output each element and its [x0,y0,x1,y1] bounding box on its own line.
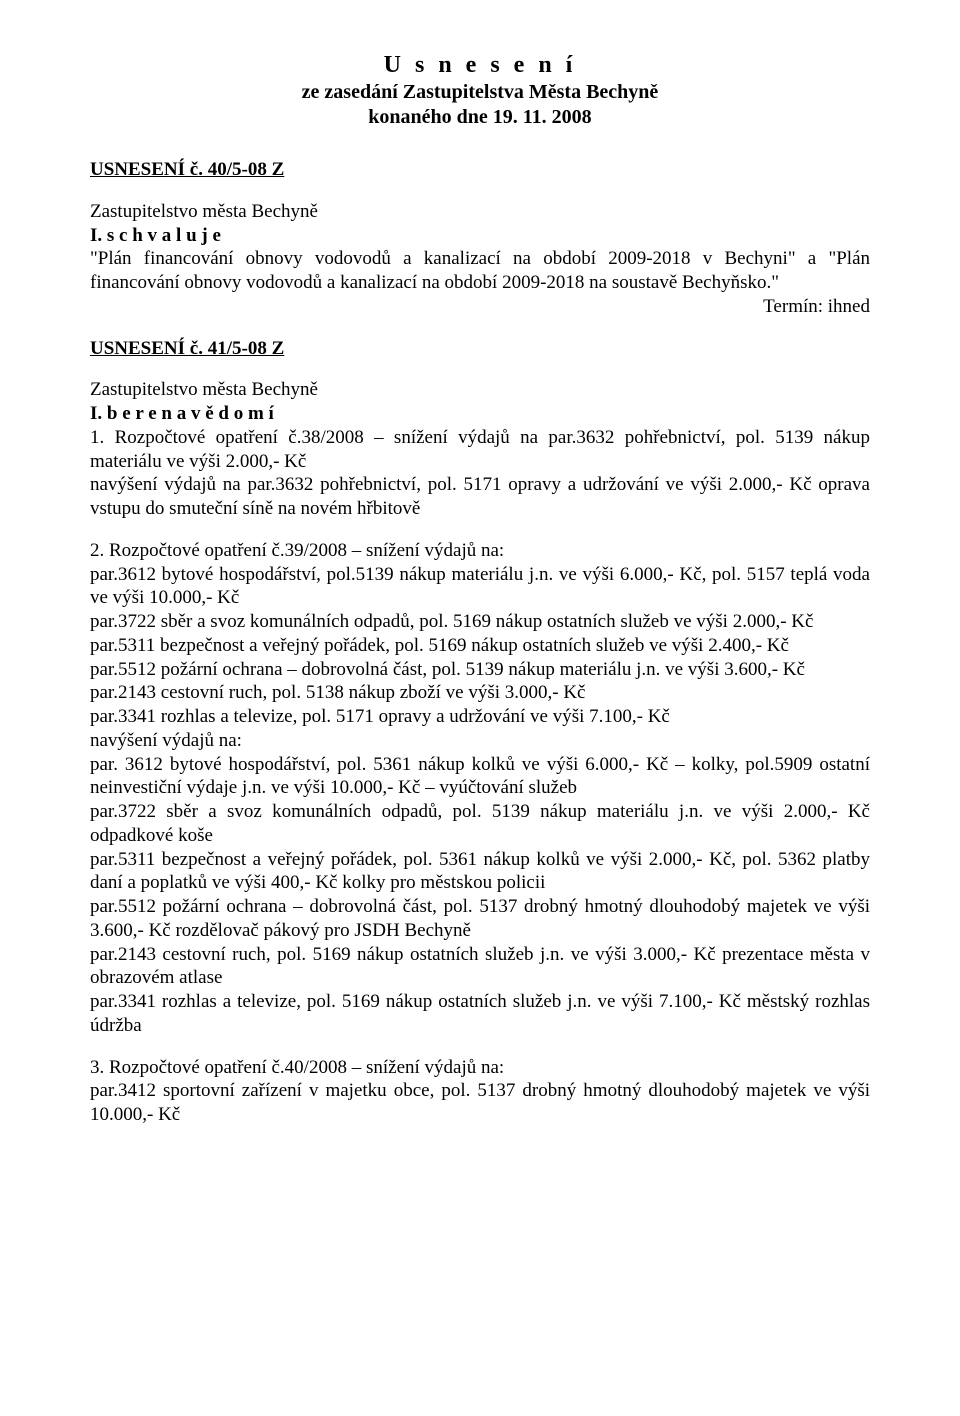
resolution-41-item2i: par. 3612 bytové hospodářství, pol. 5361… [90,753,870,801]
resolution-41-item2f: par.2143 cestovní ruch, pol. 5138 nákup … [90,681,870,705]
resolution-41-item2k: par.5311 bezpečnost a veřejný pořádek, p… [90,848,870,896]
resolution-41-line2: I. b e r e n a v ě d o m í [90,402,870,426]
resolution-41-item2a: 2. Rozpočtové opatření č.39/2008 – sníže… [90,539,870,563]
resolution-41-item1a: 1. Rozpočtové opatření č.38/2008 – sníže… [90,426,870,474]
resolution-41-item2n: par.3341 rozhlas a televize, pol. 5169 n… [90,990,870,1038]
title-block: U s n e s e n í ze zasedání Zastupitelst… [90,50,870,130]
resolution-40-line1: Zastupitelstvo města Bechyně [90,200,870,224]
resolution-41-item2g: par.3341 rozhlas a televize, pol. 5171 o… [90,705,870,729]
resolution-41-item3b: par.3412 sportovní zařízení v majetku ob… [90,1079,870,1127]
resolution-41-item2m: par.2143 cestovní ruch, pol. 5169 nákup … [90,943,870,991]
resolution-41-item2b: par.3612 bytové hospodářství, pol.5139 n… [90,563,870,611]
resolution-41-item2d: par.5311 bezpečnost a veřejný pořádek, p… [90,634,870,658]
resolution-41-item2c: par.3722 sběr a svoz komunálních odpadů,… [90,610,870,634]
resolution-41-line1: Zastupitelstvo města Bechyně [90,378,870,402]
resolution-41-item2h: navýšení výdajů na: [90,729,870,753]
resolution-40-line2: I. s c h v a l u j e [90,224,870,248]
doc-title-sub2: konaného dne 19. 11. 2008 [90,105,870,130]
resolution-41-item2l: par.5512 požární ochrana – dobrovolná čá… [90,895,870,943]
resolution-40-heading: USNESENÍ č. 40/5-08 Z [90,158,870,182]
doc-title-sub1: ze zasedání Zastupitelstva Města Bechyně [90,80,870,105]
resolution-41-item2e: par.5512 požární ochrana – dobrovolná čá… [90,658,870,682]
resolution-41-heading: USNESENÍ č. 41/5-08 Z [90,337,870,361]
resolution-40-body: "Plán financování obnovy vodovodů a kana… [90,247,870,295]
resolution-41-item3a: 3. Rozpočtové opatření č.40/2008 – sníže… [90,1056,870,1080]
resolution-41-item2j: par.3722 sběr a svoz komunálních odpadů,… [90,800,870,848]
resolution-41-item1b: navýšení výdajů na par.3632 pohřebnictví… [90,473,870,521]
doc-title-main: U s n e s e n í [90,50,870,80]
resolution-40-termin: Termín: ihned [90,295,870,319]
